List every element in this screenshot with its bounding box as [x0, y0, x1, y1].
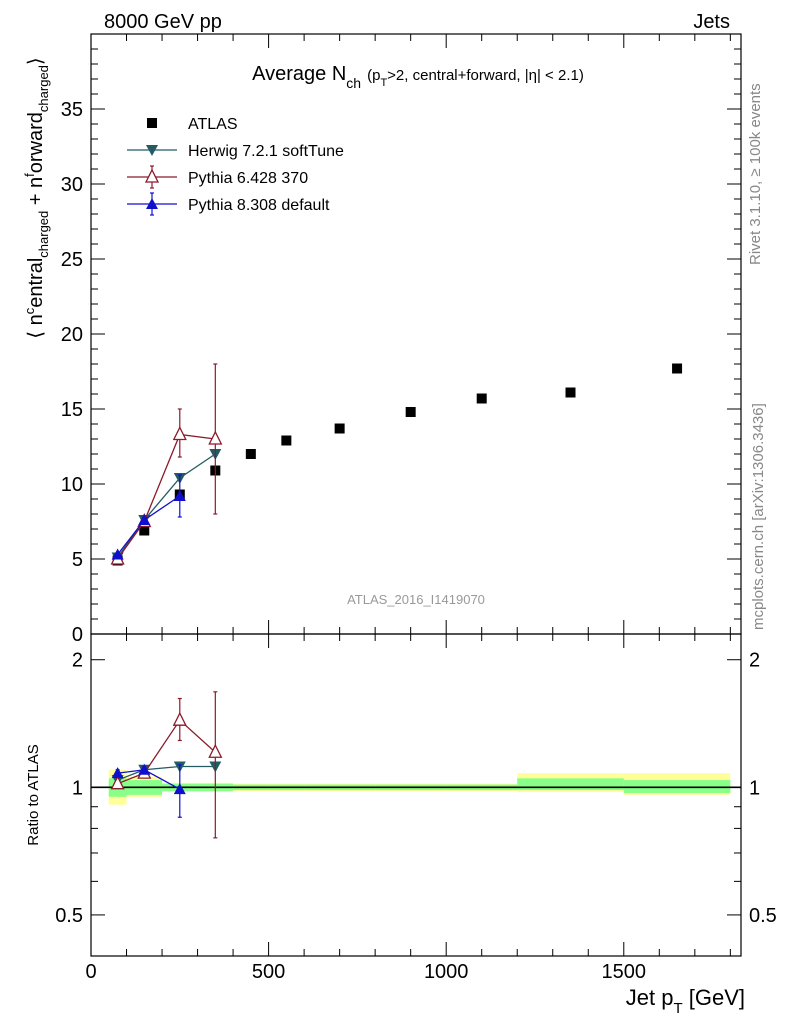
header-right: Jets [693, 11, 730, 33]
analysis-watermark: ATLAS_2016_I1419070 [347, 592, 485, 607]
ratio-marker-1-0 [110, 775, 125, 790]
main-y-axis-label: ⟨ ncentralcharged + nforwardcharged⟩ [22, 57, 51, 338]
title-main: Average N [252, 63, 346, 85]
ratio-marker-2-1 [138, 763, 151, 775]
band-inner-10 [623, 780, 731, 793]
xlabel-unit: [GeV] [683, 985, 745, 1010]
main-y-tick-label: 30 [61, 174, 83, 196]
x-axis-label: Jet pT [GeV] [626, 985, 745, 1017]
ylabel-sub-4: charged [36, 65, 51, 112]
ratio-y-tick-label-right: 1 [749, 777, 760, 799]
main-y-tick-label: 15 [61, 399, 83, 421]
x-tick-label: 0 [85, 961, 96, 983]
main-marker-0-7 [405, 407, 416, 417]
x-tick-label: 500 [252, 961, 285, 983]
legend-label-3: Pythia 8.308 default [188, 197, 330, 214]
main-marker-0-1 [139, 525, 150, 536]
main-y-tick-label: 10 [61, 474, 83, 496]
mcplots-label: mcplots.cern.ch [arXiv:1306.3436] [750, 403, 767, 630]
main-series-layer [110, 363, 683, 566]
ratio-plot-frame [90, 633, 742, 957]
ratio-line-1 [117, 719, 216, 785]
xlabel-main: Jet p [626, 985, 674, 1010]
main-y-tick-label: 0 [72, 624, 83, 646]
main-marker-0-6 [334, 423, 345, 434]
main-marker-3-0 [111, 548, 124, 560]
legend-label-2: Pythia 6.428 370 [188, 170, 308, 187]
ratio-y-tick-label-left: 1 [72, 777, 83, 799]
x-tick-label: 1500 [602, 961, 647, 983]
xlabel-sub: T [673, 1000, 682, 1017]
header-left: 8000 GeV pp [104, 11, 222, 33]
ratio-y-axis-label: Ratio to ATLAS [25, 744, 42, 845]
ylabel-part-3: + n [25, 177, 47, 211]
band-inner-9 [517, 778, 624, 791]
x-tick-label: 1000 [424, 961, 469, 983]
rivet-version-label: Rivet 3.1.10, ≥ 100k events [747, 83, 764, 265]
ylabel-part-4: orward [25, 112, 47, 173]
ratio-marker-1-3 [208, 743, 223, 758]
title-cut-pre: (p [367, 67, 380, 84]
main-y-tick-label: 20 [61, 324, 83, 346]
main-marker-2-3 [208, 430, 223, 445]
ratio-series-layer [110, 691, 223, 839]
ylabel-part-1: ⟨ n [25, 314, 47, 338]
ratio-marker-1-2 [172, 711, 187, 726]
legend-label-1: Herwig 7.2.1 softTune [188, 143, 344, 160]
main-marker-3-2 [173, 490, 186, 501]
main-plot-title: Average Nch (pT>2, central+forward, |η| <… [252, 63, 584, 91]
main-marker-2-2 [172, 426, 187, 441]
ratio-uncertainty-bands [91, 769, 741, 805]
legend-marker-3 [146, 198, 158, 209]
ylabel-sup-1: c [22, 307, 37, 314]
title-cut-pre-sub: T [380, 77, 387, 89]
ylabel-sup-3: f [22, 173, 37, 177]
ylabel-part-5: ⟩ [25, 57, 47, 65]
main-line-1 [117, 453, 216, 558]
ylabel-sub-2: charged [36, 211, 51, 258]
main-marker-0-10 [672, 363, 683, 374]
legend-marker-1 [146, 145, 158, 156]
legend-label-0: ATLAS [188, 116, 238, 133]
main-marker-0-9 [565, 387, 576, 398]
legend-marker-2 [144, 168, 160, 183]
ratio-y-tick-label-left: 2 [72, 650, 83, 672]
title-cut-post: >2, central+forward, |η| < 2.1) [387, 67, 584, 84]
ratio-y-tick-label-right: 0.5 [749, 905, 777, 927]
main-y-tick-label: 5 [72, 549, 83, 571]
ratio-line-0 [117, 765, 216, 781]
ratio-y-tick-label-left: 0.5 [55, 905, 83, 927]
main-y-tick-label: 25 [61, 249, 83, 271]
ratio-axis-ticks: 0 500 1000 1500 0.5 0.5 1 1 2 2 [55, 634, 777, 983]
main-axis-ticks: 0 5 10 15 20 25 30 35 [61, 34, 741, 646]
main-marker-0-8 [476, 393, 487, 404]
main-marker-3-1 [138, 514, 151, 525]
main-marker-0-4 [245, 449, 256, 459]
ratio-y-tick-label-right: 2 [749, 650, 760, 672]
title-main-sub: ch [346, 75, 361, 91]
ratio-marker-2-0 [111, 767, 124, 779]
ylabel-part-2: entral [25, 258, 47, 308]
main-line-2 [117, 433, 216, 560]
legend-marker-0 [147, 118, 157, 128]
legend: ATLAS Herwig 7.2.1 softTune Pythia 6.428 3… [127, 116, 344, 216]
ratio-marker-2-2 [173, 783, 186, 795]
main-y-tick-label: 35 [61, 99, 83, 121]
main-marker-0-5 [281, 435, 292, 446]
